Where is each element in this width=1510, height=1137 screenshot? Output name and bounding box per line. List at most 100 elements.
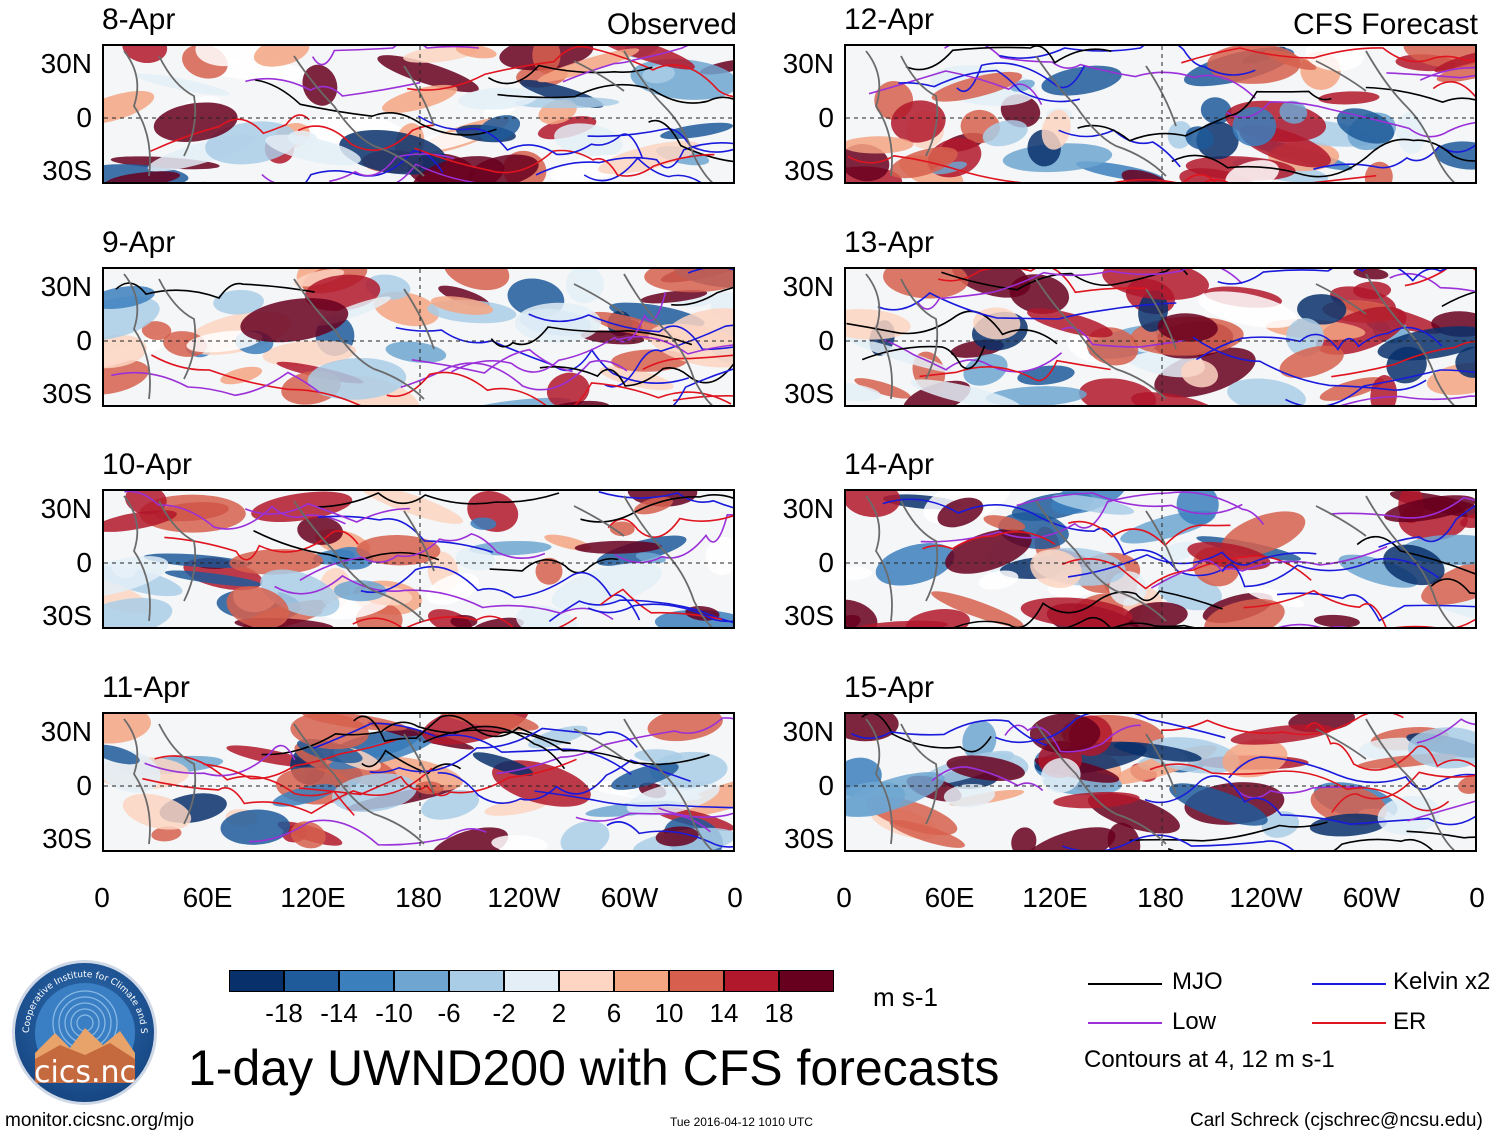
observed-header: Observed xyxy=(606,8,737,41)
coastline xyxy=(123,495,714,627)
contour-line xyxy=(1067,551,1317,578)
wind-anomaly-shade xyxy=(854,378,911,399)
contour-line xyxy=(1285,369,1475,405)
lon-label: 60W xyxy=(600,882,659,913)
footer-url[interactable]: monitor.cicsnc.org/mjo xyxy=(5,1110,195,1131)
wind-anomaly-shade xyxy=(426,573,479,605)
wind-anomaly-shade xyxy=(1121,169,1174,182)
wind-anomaly-shade xyxy=(104,90,155,125)
uwnd-field xyxy=(104,46,733,182)
wind-anomaly-shade xyxy=(1227,378,1306,405)
contour-line xyxy=(150,114,310,152)
contour-line xyxy=(944,46,1256,99)
contour-line xyxy=(905,46,1112,71)
footer-timestamp: Tue 2016-04-12 1010 UTC xyxy=(670,1115,813,1129)
wind-anomaly-shade xyxy=(213,289,264,315)
wind-anomaly-shade xyxy=(427,714,539,731)
wind-anomaly-shade xyxy=(1336,108,1395,144)
contour-line xyxy=(1404,269,1475,287)
wind-anomaly-shade xyxy=(265,134,361,166)
contour-line xyxy=(953,590,1223,627)
colorbar-swatch xyxy=(284,970,339,992)
contour-line xyxy=(142,767,433,815)
lat-label: 0 xyxy=(76,770,92,801)
lat-label: 30S xyxy=(42,155,92,186)
contour-line xyxy=(1277,592,1475,622)
wind-anomaly-shade xyxy=(1041,757,1081,793)
contour-line xyxy=(882,498,1222,577)
wind-anomaly-shade xyxy=(846,337,954,373)
wind-anomaly-shade xyxy=(1176,491,1219,526)
contour-line xyxy=(299,533,546,581)
colorbar-swatch xyxy=(339,970,394,992)
contour-line xyxy=(562,46,689,83)
wind-anomaly-shade xyxy=(1261,811,1300,838)
wind-anomaly-shade xyxy=(356,534,441,566)
contour-line xyxy=(587,603,733,623)
wind-anomaly-shade xyxy=(290,714,369,750)
wind-anomaly-shade xyxy=(220,366,263,385)
contour-line xyxy=(411,348,573,374)
contour-line xyxy=(1228,756,1475,791)
colorbar-swatch xyxy=(394,970,449,992)
wind-anomaly-shade xyxy=(104,714,151,744)
panel-date-right-2: 14-Apr xyxy=(844,448,935,481)
wind-anomaly-shade xyxy=(846,781,906,817)
wind-anomaly-shade xyxy=(846,491,901,518)
wind-anomaly-shade xyxy=(1051,494,1135,515)
wind-anomaly-shade xyxy=(1030,549,1082,589)
wind-anomaly-shade xyxy=(1230,724,1333,745)
lat-label: 30N xyxy=(782,716,834,747)
contour-line xyxy=(847,154,1217,182)
contour-line xyxy=(245,77,421,97)
wind-anomaly-shade xyxy=(443,269,510,291)
contour-line xyxy=(922,531,1056,550)
wind-anomaly-shade xyxy=(164,570,262,587)
coastline xyxy=(865,50,1456,182)
lat-label: 0 xyxy=(818,547,834,578)
colorbar-label: -10 xyxy=(375,998,413,1028)
wind-anomaly-shade xyxy=(846,566,873,581)
cfs-forecast-header: CFS Forecast xyxy=(1292,8,1478,41)
contour-line xyxy=(861,714,992,753)
colorbar-swatch xyxy=(724,970,779,992)
wind-anomaly-shade xyxy=(850,620,948,627)
wind-anomaly-shade xyxy=(1157,313,1218,342)
contour-line xyxy=(124,491,346,530)
wind-anomaly-shade xyxy=(983,515,1026,531)
wind-anomaly-shade xyxy=(385,341,447,363)
contour-line xyxy=(583,156,702,182)
wind-anomaly-shade xyxy=(470,517,497,530)
wind-anomaly-shade xyxy=(609,521,635,537)
map-left-1 xyxy=(102,267,735,407)
wind-anomaly-shade xyxy=(1221,511,1306,558)
contour-line xyxy=(115,282,315,299)
contour-line xyxy=(1365,86,1475,103)
wind-anomaly-shade xyxy=(491,835,548,850)
lat-label: 0 xyxy=(76,547,92,578)
wind-anomaly-shade xyxy=(962,720,997,760)
wind-anomaly-shade xyxy=(415,781,444,795)
wind-anomaly-shade xyxy=(226,586,290,627)
wind-anomaly-shade xyxy=(1434,51,1475,73)
lon-label: 180 xyxy=(1137,882,1184,913)
contour-line xyxy=(1389,272,1475,293)
wind-anomaly-shade xyxy=(1078,378,1157,405)
contour-line xyxy=(1195,326,1443,361)
contour-line xyxy=(422,729,710,766)
wind-anomaly-shade xyxy=(846,309,911,340)
wind-anomaly-shade xyxy=(478,115,521,142)
wind-anomaly-shade xyxy=(240,298,349,343)
wind-anomaly-shade xyxy=(141,321,172,341)
wind-anomaly-shade xyxy=(598,140,700,175)
panel-date-right-3: 15-Apr xyxy=(844,671,935,704)
wind-anomaly-shade xyxy=(472,617,524,627)
contour-line xyxy=(1149,763,1450,812)
lon-label: 120W xyxy=(487,882,561,913)
wind-anomaly-shade xyxy=(640,290,708,304)
colorbar-label: 18 xyxy=(764,998,794,1028)
colorbar-swatch xyxy=(779,970,834,992)
wind-anomaly-shade xyxy=(382,84,458,113)
wind-anomaly-shade xyxy=(297,516,343,545)
panel-date-left-2: 10-Apr xyxy=(102,448,193,481)
